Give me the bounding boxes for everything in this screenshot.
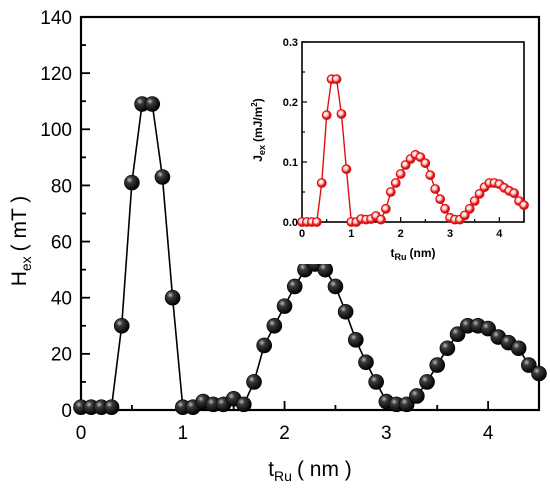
inset-data-point bbox=[331, 74, 342, 85]
main-y-tick-label: 80 bbox=[51, 176, 72, 197]
main-data-point bbox=[113, 317, 130, 334]
main-data-point bbox=[124, 174, 140, 191]
main-y-tick-label: 120 bbox=[40, 64, 72, 85]
main-data-point bbox=[337, 303, 354, 320]
inset-data-point bbox=[509, 188, 520, 199]
main-data-point bbox=[256, 337, 273, 354]
inset-y-tick-label: 0.3 bbox=[283, 37, 298, 49]
inset-y-axis-subscript: ex bbox=[257, 145, 267, 155]
main-x-axis-title: tRu ( nm ) bbox=[268, 458, 352, 484]
inset-tick-labels: 0 1 2 3 4 0.0 0.1 0.2 0.3 bbox=[283, 37, 504, 240]
inset-x-axis-unit: (nm) bbox=[410, 246, 436, 260]
main-y-tick-label: 0 bbox=[61, 401, 72, 422]
main-data-point bbox=[327, 278, 344, 295]
main-y-axis-subscript: ex bbox=[18, 256, 34, 271]
main-y-axis-symbol: H bbox=[8, 271, 31, 286]
main-data-point bbox=[236, 396, 252, 413]
main-y-tick-label: 140 bbox=[40, 8, 72, 29]
main-data-point bbox=[347, 332, 364, 348]
main-data-point bbox=[246, 374, 262, 390]
inset-y-axis-close-paren: ) bbox=[251, 98, 265, 102]
main-x-tick-label: 4 bbox=[483, 423, 494, 444]
main-data-point bbox=[368, 374, 384, 390]
inset-data-point bbox=[459, 210, 470, 221]
inset-x-tick-label: 4 bbox=[496, 228, 503, 240]
main-x-tick-label: 0 bbox=[76, 423, 87, 444]
inset-data-point bbox=[440, 203, 450, 214]
main-y-axis-title: Hex ( mT ) bbox=[8, 196, 34, 287]
inset-y-tick-label: 0.2 bbox=[283, 97, 298, 109]
main-y-tick-label: 20 bbox=[51, 345, 72, 366]
inset-data-point bbox=[380, 203, 391, 214]
main-data-point bbox=[398, 396, 415, 413]
main-data-point bbox=[409, 388, 425, 404]
inset-data-point bbox=[464, 203, 475, 214]
inset-data-point bbox=[311, 217, 322, 227]
inset-data-point bbox=[395, 169, 406, 179]
main-data-point bbox=[449, 326, 466, 343]
inset-data-point bbox=[469, 196, 480, 206]
main-y-tick-label: 100 bbox=[40, 120, 72, 141]
inset-data-point bbox=[519, 200, 529, 211]
main-data-point bbox=[144, 96, 161, 112]
main-data-point bbox=[429, 357, 446, 373]
main-y-tick-label: 60 bbox=[51, 232, 72, 253]
main-data-point bbox=[510, 340, 527, 357]
inset-y-tick-label: 0.0 bbox=[283, 217, 298, 229]
main-x-tick-label: 2 bbox=[279, 423, 290, 444]
inset-data-point bbox=[316, 178, 327, 188]
main-data-point bbox=[276, 298, 293, 314]
inset-y-axis-superscript: 2 bbox=[250, 102, 259, 107]
main-x-axis-symbol: t bbox=[268, 458, 274, 481]
inset-x-axis-subscript: Ru bbox=[395, 252, 407, 262]
main-data-point bbox=[317, 261, 334, 278]
main-series-points bbox=[73, 96, 547, 415]
main-data-point bbox=[358, 354, 374, 371]
inset-data-point bbox=[425, 170, 436, 181]
main-x-axis-subscript: Ru bbox=[274, 468, 292, 484]
inset-data-point bbox=[474, 188, 485, 199]
main-x-tick-label: 1 bbox=[177, 423, 188, 444]
inset-data-point bbox=[385, 187, 396, 197]
inset-data-point bbox=[390, 178, 401, 188]
inset-y-axis-unit: (mJ/m bbox=[251, 107, 265, 142]
inset-data-point bbox=[430, 184, 441, 194]
inset-data-point bbox=[376, 214, 386, 225]
inset-data-point bbox=[336, 109, 347, 119]
inset-plot-area: 0 1 2 3 4 0.0 0.1 0.2 0.3 bbox=[264, 36, 532, 264]
main-data-point bbox=[103, 399, 120, 415]
main-data-point bbox=[419, 374, 435, 390]
main-data-point bbox=[521, 357, 537, 373]
main-x-axis-unit: ( nm ) bbox=[297, 458, 352, 481]
main-data-point bbox=[531, 365, 547, 382]
inset-x-tick-label: 1 bbox=[348, 228, 354, 240]
inset-x-tick-label: 3 bbox=[447, 228, 453, 240]
main-y-axis-unit: ( mT ) bbox=[8, 196, 31, 252]
inset-x-tick-label: 2 bbox=[398, 228, 404, 240]
inset-data-point bbox=[420, 158, 431, 169]
main-data-point bbox=[480, 320, 496, 337]
inset-x-axis-title: tRu (nm) bbox=[391, 246, 436, 262]
main-data-point bbox=[154, 169, 171, 185]
inset-x-axis-symbol: t bbox=[391, 246, 395, 260]
main-y-tick-label: 40 bbox=[51, 289, 72, 310]
inset-series-points bbox=[297, 74, 529, 227]
main-data-point bbox=[164, 289, 181, 306]
main-x-tick-label: 3 bbox=[381, 423, 392, 444]
inset-y-tick-label: 0.1 bbox=[283, 157, 298, 169]
inset-data-point bbox=[321, 110, 332, 121]
inset-y-axis-symbol: J bbox=[251, 155, 265, 162]
inset-x-tick-label: 0 bbox=[299, 228, 305, 240]
main-data-point bbox=[439, 340, 456, 357]
main-data-point bbox=[286, 278, 303, 295]
inset-data-point bbox=[341, 164, 352, 175]
inset-y-axis-title: Jex (mJ/m2) bbox=[250, 98, 267, 162]
main-data-point bbox=[266, 317, 283, 334]
inset-data-point bbox=[435, 194, 446, 205]
